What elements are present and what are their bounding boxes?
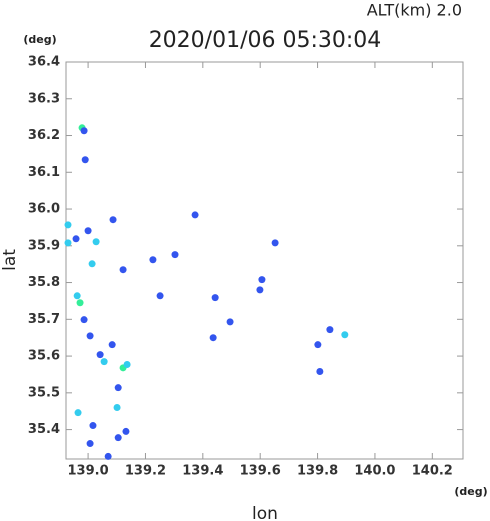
echo-point [89,422,97,430]
x-tick-label: 139.0 [68,464,109,479]
echo-point [72,235,80,243]
chart-title: 2020/01/06 05:30:04 [149,28,382,53]
plot-frame [65,61,464,460]
echo-point [80,127,88,135]
echo-point [316,368,324,376]
echo-point [84,227,92,235]
echo-point [113,404,121,412]
echo-point [114,384,122,392]
echo-point [64,221,72,229]
x-tick-label: 140.0 [354,464,395,479]
echo-point [209,334,217,342]
y-tick-label: 36.2 [28,128,60,143]
echo-point [74,409,82,417]
echo-point [119,266,127,274]
echo-point [88,260,96,268]
x-tick-label: 139.2 [125,464,166,479]
echo-point [211,294,219,302]
y-tick-label: 35.8 [28,275,60,290]
echo-point [109,216,117,224]
echo-point [64,239,72,247]
echo-point [73,292,81,300]
echo-point [108,341,116,349]
altitude-label: ALT(km) 2.0 [367,1,462,20]
echo-point [96,351,104,359]
y-tick-label: 35.6 [28,349,60,364]
echo-point [86,332,94,340]
y-tick-label: 36.0 [28,202,60,217]
y-tick-label: 35.7 [28,312,60,327]
echo-point [156,292,164,300]
echo-point [258,276,266,284]
x-tick-label: 139.8 [297,464,338,479]
echo-point [191,211,199,219]
y-tick-label: 36.3 [28,91,60,106]
echo-point [341,331,349,339]
echo-point [149,256,157,264]
echo-point [92,238,100,246]
echo-point [326,326,334,334]
echo-point [171,251,179,259]
echo-point [123,361,131,369]
echo-point [81,156,89,164]
x-tick-label: 139.4 [182,464,223,479]
echo-point [256,286,264,294]
echo-point [226,318,234,326]
x-axis-title: lon [252,504,278,521]
x-tick-label: 139.6 [240,464,281,479]
echo-point [271,239,279,247]
echo-point [100,358,108,366]
echo-point [76,299,84,307]
echo-point [114,434,122,442]
echo-point [80,316,88,324]
echo-point [104,452,112,460]
y-tick-label: 35.5 [28,385,60,400]
y-unit: (deg) [23,33,56,46]
y-tick-label: 36.4 [28,55,60,70]
y-tick-label: 35.4 [28,422,60,437]
y-tick-label: 35.9 [28,238,60,253]
echo-point [122,427,130,435]
echo-point [314,341,322,349]
x-tick-label: 140.2 [412,464,453,479]
y-tick-label: 36.1 [28,165,60,180]
x-unit: (deg) [454,485,487,498]
y-axis-title: lat [0,249,20,271]
echo-point [86,440,94,448]
